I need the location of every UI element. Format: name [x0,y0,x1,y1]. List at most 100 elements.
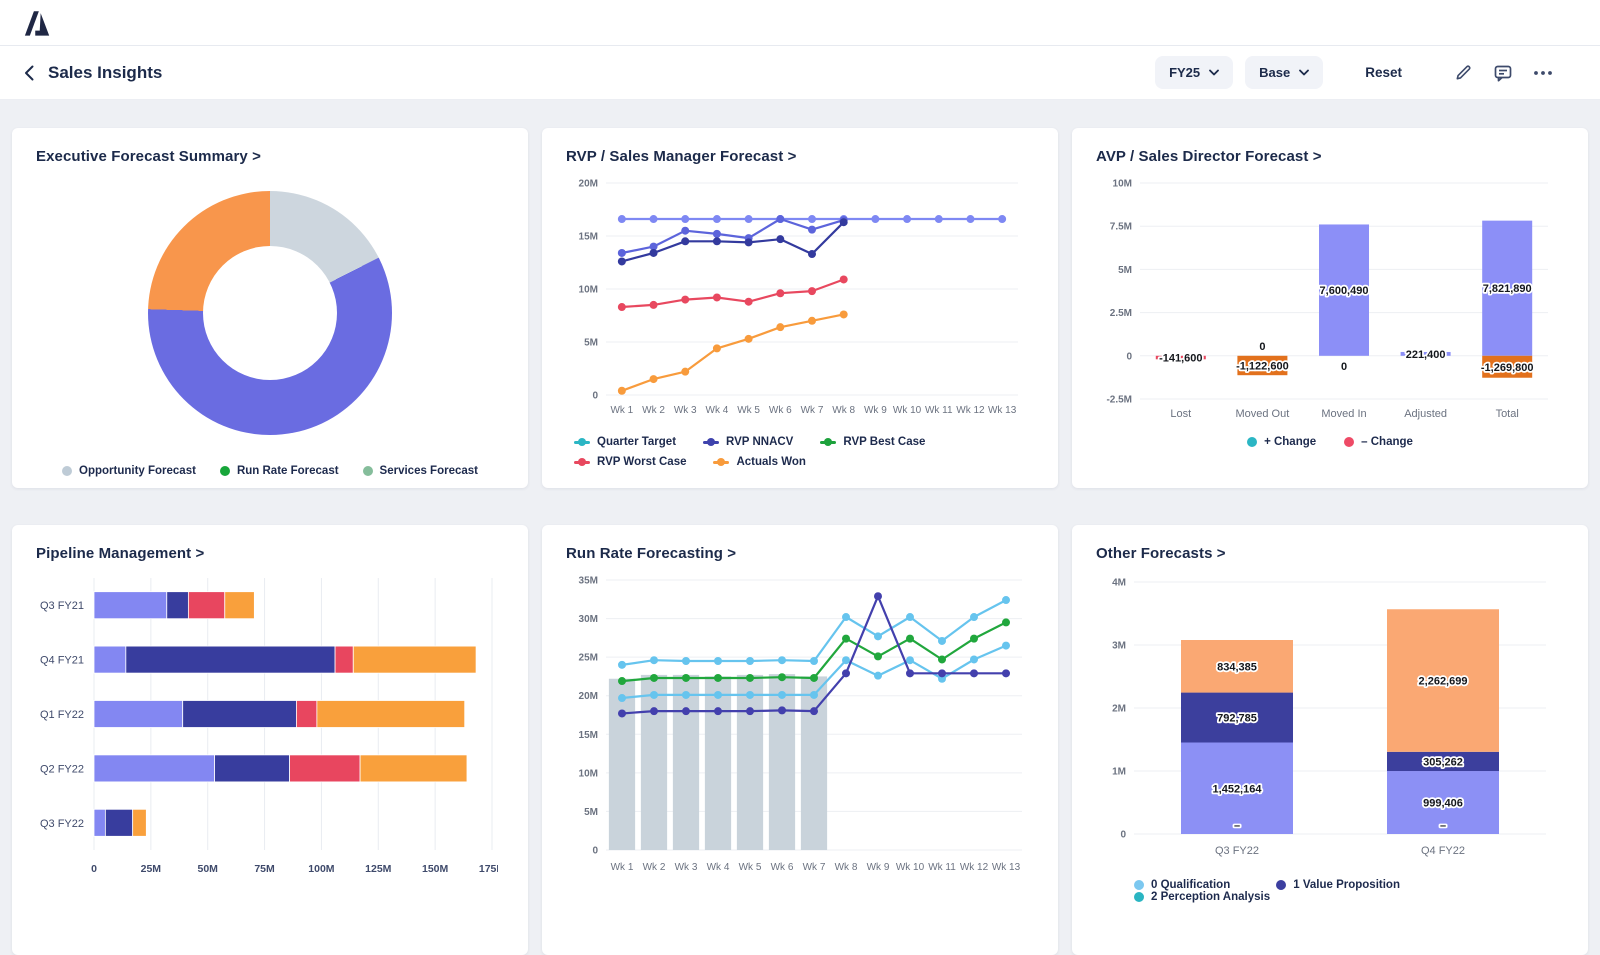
period-selector-value: FY25 [1169,65,1201,80]
edit-pencil-icon[interactable] [1450,60,1476,86]
svg-text:Total: Total [1496,408,1519,420]
legend-item: RVP Worst Case [574,456,686,468]
svg-text:20M: 20M [579,179,598,190]
card-rvp-sales-manager-forecast: RVP / Sales Manager Forecast > 0 5M 10M 15M… [542,128,1058,488]
svg-text:Moved In: Moved In [1321,408,1366,420]
card-title-executive-forecast-summary[interactable]: Executive Forecast Summary > [36,148,261,165]
svg-text:100M: 100M [308,863,335,875]
svg-text:Q3 FY21: Q3 FY21 [40,600,84,612]
svg-text:Q2 FY22: Q2 FY22 [40,763,84,775]
svg-text:-141,600: -141,600 [1159,353,1202,365]
chevron-down-icon [1209,69,1220,76]
page-header: Sales Insights FY25 Base Reset [0,46,1600,100]
rvp-line-chart: 0 5M 10M 15M 20M Wk 1 Wk 2 Wk 3 Wk 4 Wk 5 Wk 6 Wk 7… [566,171,1034,468]
legend-marker [1134,880,1144,890]
svg-text:Wk 5: Wk 5 [739,862,762,873]
chevron-down-icon [1299,69,1310,76]
svg-text:999,406: 999,406 [1423,798,1463,810]
chart-legend: + Change – Change [1096,436,1564,448]
svg-text:Moved Out: Moved Out [1235,408,1289,420]
donut-chart: Opportunity Forecast Run Rate Forecast Ser… [36,191,504,477]
svg-text:Q4 FY22: Q4 FY22 [1421,845,1465,857]
svg-text:0: 0 [91,863,97,875]
svg-text:Wk 9: Wk 9 [864,405,887,416]
svg-text:834,385: 834,385 [1217,661,1257,673]
svg-text:75M: 75M [254,863,275,875]
card-pipeline-management: Pipeline Management > 0 25M 50M 75M 100M 125M… [12,525,528,955]
svg-text:Lost: Lost [1170,408,1191,420]
svg-text:Wk 10: Wk 10 [893,405,922,416]
svg-text:Q4 FY21: Q4 FY21 [40,655,84,667]
chart-legend: Quarter Target RVP NNACV RVP Best Case RVP … [574,436,1014,468]
legend-marker [62,466,72,476]
svg-text:-2.5M: -2.5M [1106,395,1132,406]
svg-text:0: 0 [592,846,598,857]
back-chevron-icon[interactable] [20,60,38,86]
svg-text:Wk 5: Wk 5 [737,405,760,416]
svg-text:50M: 50M [197,863,218,875]
comment-icon[interactable] [1490,60,1516,86]
svg-text:Wk 13: Wk 13 [988,405,1017,416]
anaplan-logo [24,9,51,37]
svg-text:305,262: 305,262 [1423,756,1463,768]
svg-text:Wk 12: Wk 12 [960,862,989,873]
svg-text:Wk 7: Wk 7 [803,862,826,873]
svg-text:Wk 10: Wk 10 [896,862,925,873]
card-title-avp-sales-director-forecast[interactable]: AVP / Sales Director Forecast > [1096,148,1322,165]
legend-item: Services Forecast [362,465,478,477]
svg-text:Wk 6: Wk 6 [771,862,794,873]
svg-text:1M: 1M [1112,767,1126,778]
legend-marker [574,458,590,466]
svg-text:125M: 125M [365,863,392,875]
svg-text:0: 0 [1341,361,1347,373]
svg-text:-1,269,800: -1,269,800 [1481,362,1534,374]
svg-text:Q3 FY22: Q3 FY22 [1215,845,1259,857]
svg-text:Wk 11: Wk 11 [928,862,956,873]
svg-text:Q1 FY22: Q1 FY22 [40,709,84,721]
donut-chart-graphic [148,191,392,435]
svg-text:5M: 5M [584,338,598,349]
run-rate-line-chart: 0 5M 10M 15M 20M 25M 30M 35M Wk 1 Wk 2 Wk 3 Wk 4 Wk … [566,568,1034,883]
pipeline-stacked-bar-chart: 0 25M 50M 75M 100M 125M 150M 175M Q3 FY21 Q4 FY21… [36,568,505,885]
svg-text:Wk 1: Wk 1 [610,405,633,416]
period-selector[interactable]: FY25 [1155,56,1234,89]
top-navigation-bar [0,0,1600,46]
svg-text:25M: 25M [579,653,598,664]
card-title-rvp-sales-manager-forecast[interactable]: RVP / Sales Manager Forecast > [566,148,797,165]
reset-button[interactable]: Reset [1359,64,1408,81]
legend-item: RVP NNACV [703,436,793,448]
svg-text:175M: 175M [479,863,498,875]
svg-text:Wk 9: Wk 9 [867,862,890,873]
svg-text:7,600,490: 7,600,490 [1320,285,1369,297]
legend-item: + Change [1247,436,1316,448]
legend-marker [713,458,730,466]
card-title-pipeline-management[interactable]: Pipeline Management > [36,545,205,562]
svg-text:5M: 5M [584,807,598,818]
legend-marker [820,438,837,446]
svg-text:Wk 8: Wk 8 [832,405,855,416]
card-title-other-forecasts[interactable]: Other Forecasts > [1096,545,1226,562]
legend-item: Opportunity Forecast [62,465,196,477]
svg-text:10M: 10M [1113,179,1132,190]
svg-text:7,821,890: 7,821,890 [1483,283,1532,295]
legend-item: Actuals Won [713,456,806,468]
svg-text:35M: 35M [579,576,598,587]
card-title-run-rate-forecasting[interactable]: Run Rate Forecasting > [566,545,737,562]
svg-text:25M: 25M [141,863,162,875]
svg-text:10M: 10M [579,768,598,779]
legend-item: RVP Best Case [820,436,925,448]
svg-text:–: – [1234,820,1240,832]
legend-item: Run Rate Forecast [219,465,339,477]
svg-text:0: 0 [592,391,598,402]
svg-text:30M: 30M [579,614,598,625]
scenario-selector[interactable]: Base [1245,56,1324,89]
svg-text:0: 0 [1259,341,1265,353]
svg-text:20M: 20M [579,691,598,702]
more-options-icon[interactable] [1530,60,1556,86]
page-title: Sales Insights [48,62,163,82]
legend-marker [1134,892,1144,902]
chart-legend: 0 Qualification 1 Value Proposition 2 Perc… [1134,879,1564,903]
svg-text:Wk 7: Wk 7 [801,405,824,416]
svg-text:0: 0 [1126,351,1132,362]
svg-text:2,262,699: 2,262,699 [1419,676,1468,688]
